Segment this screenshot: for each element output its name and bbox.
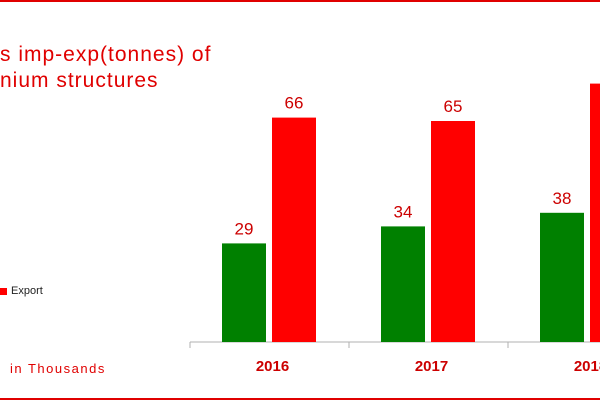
- bar-2016-series-2: [272, 117, 316, 342]
- title-line-1: s imp-exp(tonnes) of: [0, 43, 212, 66]
- bar-2017-series-1: [381, 226, 425, 342]
- top-border: [0, 0, 600, 2]
- bar-2018-series-2: [590, 83, 600, 342]
- legend: Export: [0, 285, 43, 297]
- legend-label-export: Export: [11, 285, 43, 297]
- bottom-border: [0, 398, 600, 400]
- unit-note: in Thousands: [10, 361, 106, 376]
- x-tick-label-2017: 2017: [415, 358, 448, 375]
- data-label-2016-series-1: 29: [235, 219, 254, 238]
- bar-2017-series-2: [431, 121, 475, 342]
- legend-swatch-export: [0, 287, 7, 295]
- title-line-2: nium structures: [0, 69, 159, 92]
- bar-2018-series-1: [540, 212, 584, 342]
- data-label-2017-series-1: 34: [394, 202, 413, 221]
- x-tick-label-2018: 2018: [574, 358, 600, 375]
- chart-title: s imp-exp(tonnes) of nium structures: [0, 42, 211, 94]
- data-label-2018-series-1: 38: [553, 189, 572, 208]
- bar-2016-series-1: [222, 243, 266, 342]
- data-label-2017-series-2: 65: [444, 97, 463, 116]
- x-tick-label-2016: 2016: [256, 358, 289, 375]
- data-label-2016-series-2: 66: [285, 94, 304, 113]
